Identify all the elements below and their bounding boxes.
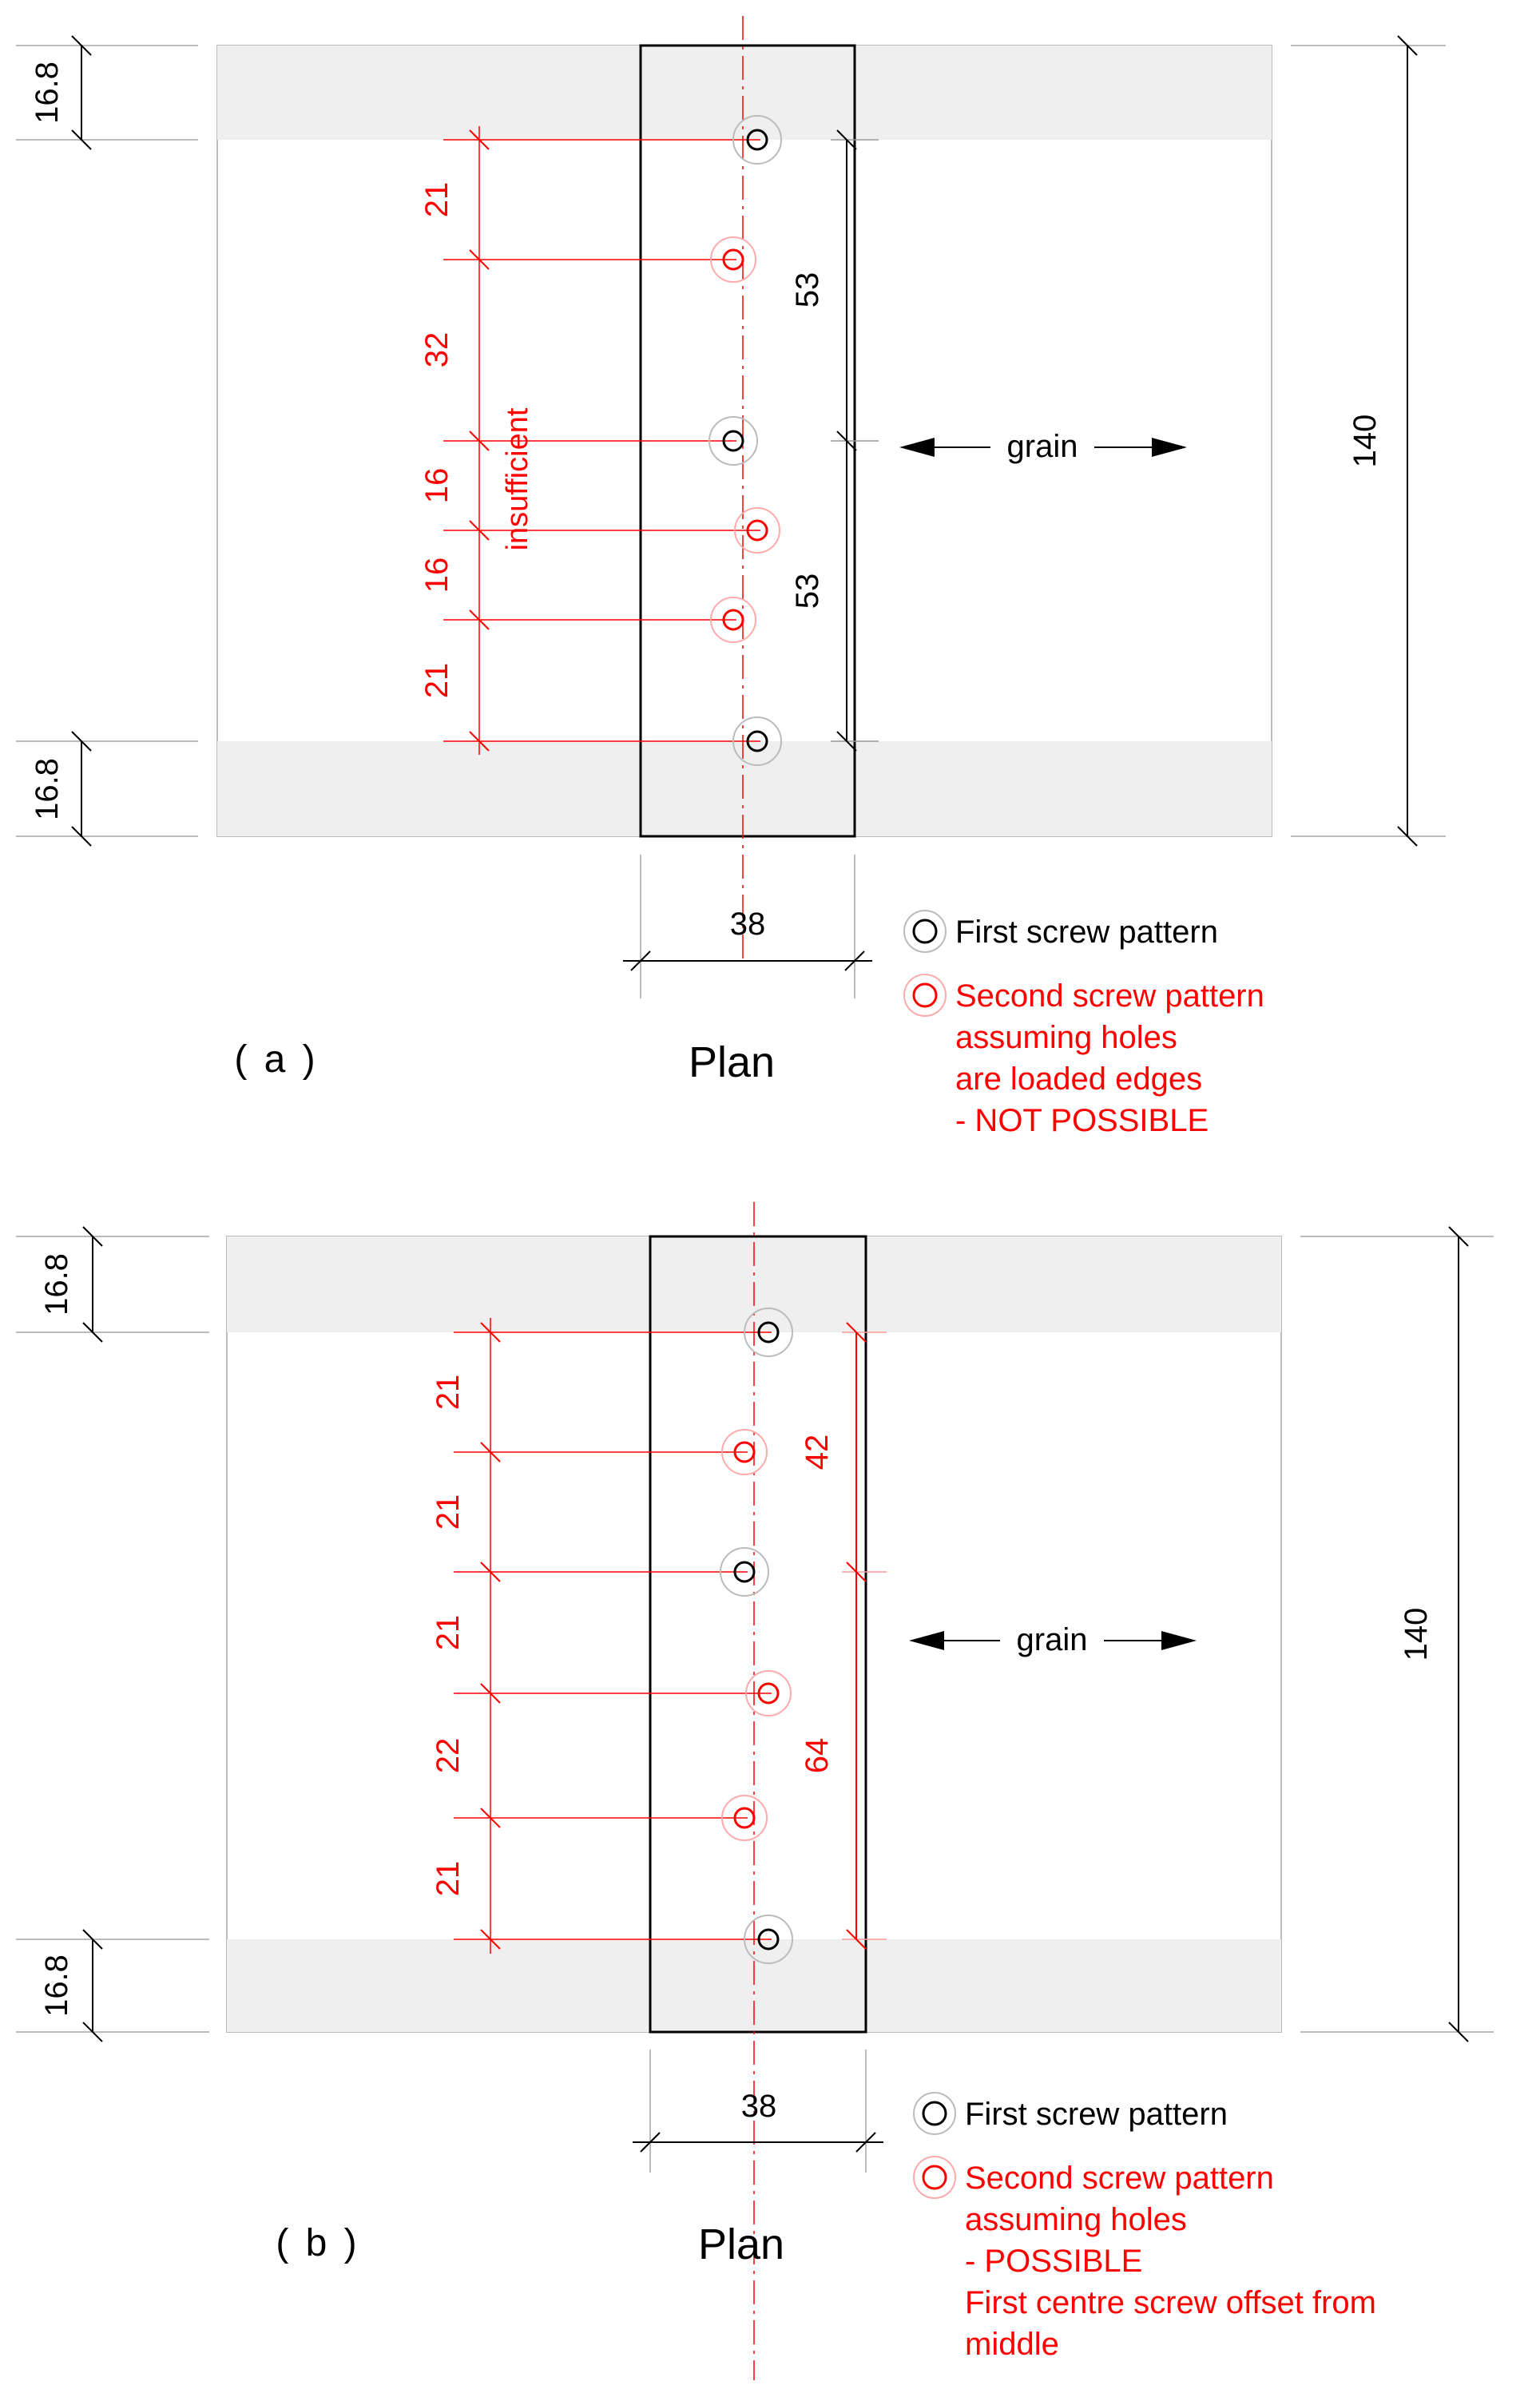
left-dim-ticks-b [82, 1226, 103, 2042]
width-construction-lines-a [640, 855, 855, 998]
legend-first-icon-b [913, 2092, 956, 2135]
screw-first-b-2 [720, 1547, 769, 1597]
beam-outline-a [216, 45, 1272, 837]
legend-second-line-a-1: Second screw pattern [955, 978, 1264, 1014]
black-dim-ticks-a [836, 129, 857, 752]
first-spacing-a-1: 53 [790, 272, 825, 308]
grain-label-b: grain [1017, 1622, 1088, 1657]
legend-first-icon-a [903, 910, 947, 953]
right-dim-line-b [1448, 1226, 1469, 2042]
first-spacing-b-2: 64 [800, 1738, 835, 1774]
member-width-a: 38 [730, 907, 766, 942]
second-spacing-b-5: 21 [431, 1861, 466, 1897]
width-dim-line-b [633, 2132, 883, 2153]
legend-a: First screw pattern Second screw pattern… [903, 910, 1264, 1138]
legend-second-line-b-2: assuming holes [965, 2202, 1187, 2237]
screw-second-b-1 [721, 1429, 768, 1475]
screw-second-a-2 [734, 507, 780, 554]
edge-zone-top-a [217, 46, 1272, 140]
legend-second-line-a-2: assuming holes [955, 1020, 1177, 1055]
screw-first-b-1 [744, 1308, 793, 1357]
edge-zone-bottom-a [217, 741, 1272, 836]
second-spacing-b-1: 21 [431, 1375, 466, 1411]
screw-second-a-1 [710, 236, 756, 283]
legend-b: First screw pattern Second screw pattern… [913, 2092, 1376, 2362]
screw-first-a-2 [708, 416, 758, 466]
screw-second-a-3 [710, 597, 756, 643]
red-right-chain-b [842, 1331, 887, 1940]
screw-first-a-3 [732, 716, 782, 766]
screw-second-b-3 [721, 1795, 768, 1841]
first-spacing-a-2: 53 [790, 573, 825, 609]
second-spacing-a-1: 21 [419, 182, 454, 218]
legend-second-line-b-5: middle [965, 2327, 1059, 2362]
red-dim-chain-b [454, 1318, 772, 1954]
first-spacing-b-1: 42 [800, 1435, 835, 1470]
panel-label-b: ( b ) [276, 2222, 359, 2264]
red-dim-ticks-b [480, 1322, 501, 1950]
legend-second-icon-b [913, 2156, 956, 2199]
width-construction-lines-b [649, 2050, 867, 2173]
member-rect-b [649, 1235, 867, 2034]
panel-b: 16.8 16.8 140 21 [16, 1202, 1494, 2380]
legend-second-line-a-4: - NOT POSSIBLE [955, 1103, 1209, 1138]
left-construction-lines-b [16, 1236, 209, 2033]
member-width-b: 38 [741, 2089, 777, 2124]
grain-arrow-b: grain [909, 1620, 1197, 1660]
second-spacing-b-2: 21 [431, 1494, 466, 1530]
black-dim-chain-a [831, 139, 879, 742]
legend-first-label-a: First screw pattern [955, 915, 1218, 950]
red-dim-ticks-a [469, 129, 490, 752]
insufficient-note-a: insufficient [501, 407, 534, 550]
legend-first-label-b: First screw pattern [965, 2097, 1228, 2132]
legend-second-line-b-3: - POSSIBLE [965, 2244, 1142, 2279]
screw-first-a-1 [732, 115, 782, 165]
right-dim-line-a [1397, 35, 1418, 847]
screw-first-b-3 [744, 1915, 793, 1964]
second-spacing-b-4: 22 [431, 1738, 466, 1774]
edge-distance-top-a: 16.8 [30, 62, 65, 124]
edge-distance-top-b: 16.8 [39, 1253, 74, 1316]
legend-second-line-a-3: are loaded edges [955, 1062, 1202, 1097]
panel-a: 16.8 16.8 140 [16, 16, 1446, 1138]
screw-second-b-2 [745, 1670, 792, 1716]
second-spacing-a-5: 21 [419, 663, 454, 699]
edge-distance-bottom-a: 16.8 [30, 758, 65, 820]
red-right-ticks-b [846, 1322, 867, 1950]
left-dim-ticks-a [71, 35, 92, 847]
overall-depth-a: 140 [1348, 415, 1383, 468]
second-spacing-b-3: 21 [431, 1615, 466, 1651]
legend-second-line-b-1: Second screw pattern [965, 2161, 1274, 2196]
grain-label-a: grain [1007, 429, 1078, 464]
legend-second-icon-a [903, 974, 947, 1017]
edge-distance-bottom-b: 16.8 [39, 1955, 74, 2017]
grain-arrow-a: grain [899, 427, 1187, 466]
red-dim-chain-a [443, 126, 760, 755]
right-construction-lines-a [1291, 45, 1446, 837]
right-construction-lines-b [1300, 1236, 1494, 2033]
view-title-b: Plan [698, 2220, 784, 2268]
second-spacing-a-2: 32 [419, 332, 454, 368]
width-dim-line-a [623, 950, 872, 971]
view-title-a: Plan [689, 1038, 775, 1086]
left-construction-lines-a [16, 45, 198, 837]
panel-label-a: ( a ) [234, 1038, 318, 1081]
legend-second-line-b-4: First centre screw offset from [965, 2285, 1376, 2320]
overall-depth-b: 140 [1399, 1608, 1434, 1661]
second-spacing-a-3: 16 [419, 468, 454, 504]
second-spacing-a-4: 16 [419, 558, 454, 593]
